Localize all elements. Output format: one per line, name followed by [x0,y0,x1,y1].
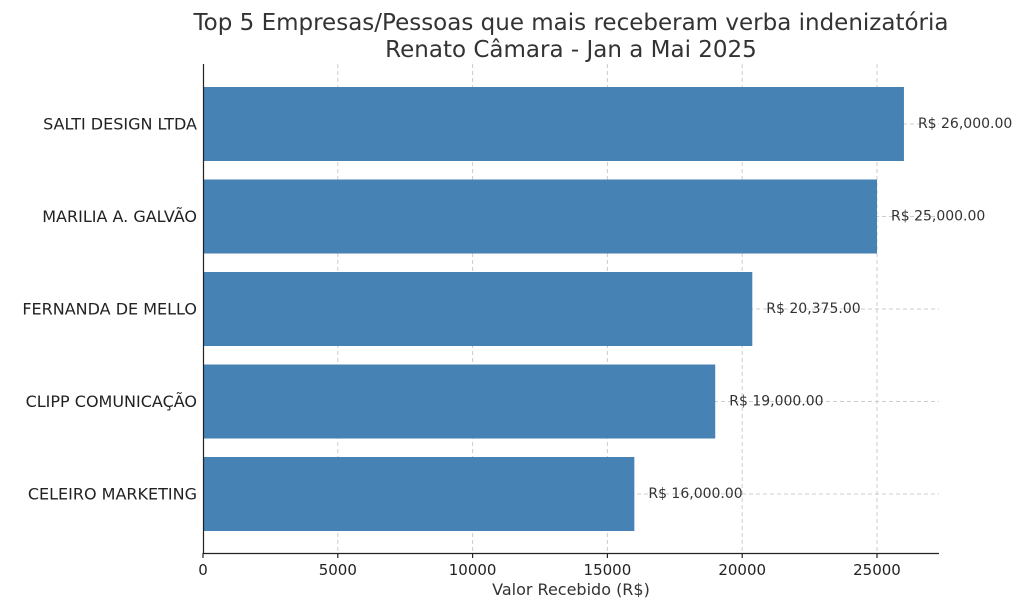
x-ticks: 0 5000 10000 15000 20000 25000 [198,553,901,579]
bar [203,364,716,439]
bar-value-label: R$ 26,000.00 [918,116,1012,132]
category-label: FERNANDA DE MELLO [22,300,197,319]
x-tick-label: 25000 [853,561,901,579]
bar-value-label: R$ 20,375.00 [766,301,860,317]
category-label: MARILIA A. GALVÃO [42,207,197,226]
x-tick-label: 5000 [319,561,357,579]
category-label: SALTI DESIGN LTDA [43,115,197,134]
x-axis-title: Valor Recebido (R$) [492,580,650,599]
category-label: CELEIRO MARKETING [28,485,197,504]
bar [203,457,635,531]
axes [202,64,939,555]
x-tick-label: 10000 [449,561,497,579]
bar [203,87,904,161]
x-tick-label: 0 [198,561,208,579]
x-tick-label: 20000 [718,561,766,579]
bars [203,87,904,531]
bar [203,179,877,254]
bar [203,272,753,346]
bar-value-label: R$ 19,000.00 [729,394,823,410]
bar-value-label: R$ 16,000.00 [648,486,742,502]
chart-title: Top 5 Empresas/Pessoas que mais recebera… [193,10,949,36]
bar-value-label: R$ 25,000.00 [891,209,985,225]
category-label: CLIPP COMUNICAÇÃO [26,392,197,411]
category-labels: SALTI DESIGN LTDA MARILIA A. GALVÃO FERNAN… [22,115,197,504]
value-labels: R$ 26,000.00 R$ 25,000.00 R$ 20,375.00 R$ 1… [648,116,1012,502]
chart-subtitle: Renato Câmara - Jan a Mai 2025 [385,37,757,63]
x-tick-label: 15000 [584,561,632,579]
